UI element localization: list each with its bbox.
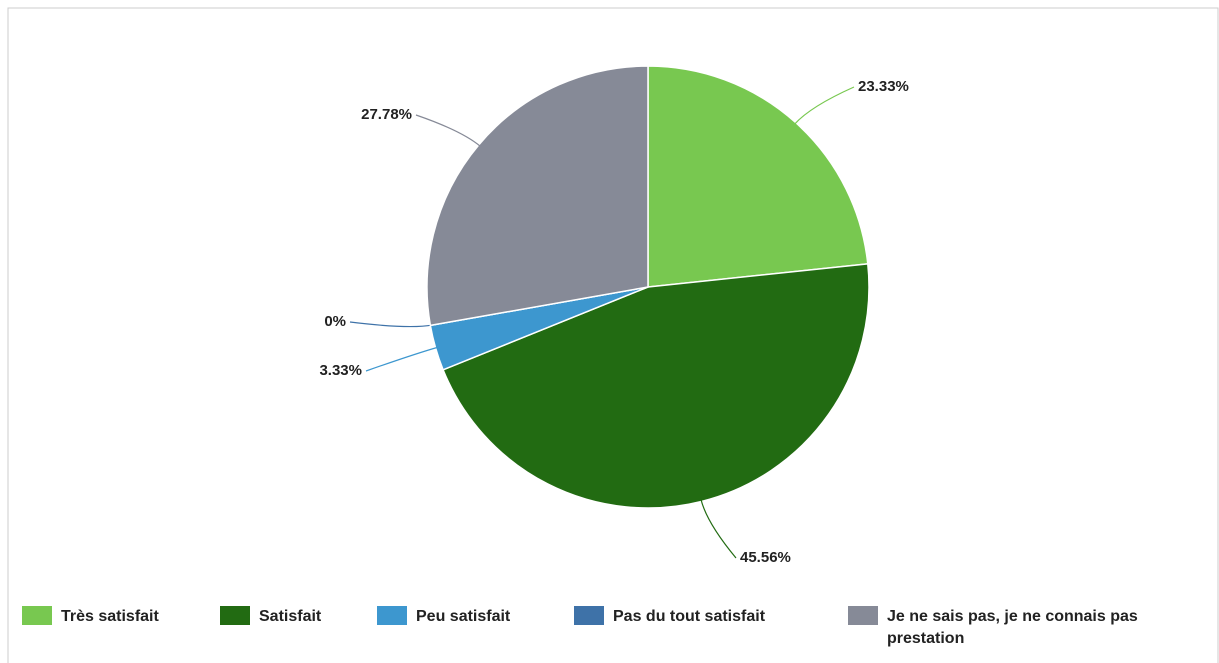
leader-line: [794, 86, 855, 125]
legend-item: Pas du tout satisfait: [574, 606, 765, 628]
legend-label: Pas du tout satisfait: [613, 608, 766, 625]
legend-label: Je ne sais pas, je ne connais pas presta…: [887, 608, 1138, 647]
leader-line: [415, 114, 481, 147]
legend-label: Très satisfait: [61, 608, 159, 625]
leader-line: [700, 499, 737, 559]
data-label: 45.56%: [740, 549, 791, 566]
legend-item: Très satisfait: [22, 606, 159, 628]
frame: [7, 7, 1219, 663]
legend-item: Peu satisfait: [377, 606, 510, 628]
legend: Très satisfait Satisfait Peu satisfait Pas …: [22, 606, 1212, 662]
data-label: 3.33%: [319, 362, 362, 379]
data-label: 23.33%: [858, 78, 909, 95]
pie-slice: [647, 65, 869, 288]
legend-swatch: [377, 606, 407, 625]
pie-slice: [426, 65, 649, 327]
legend-swatch: [848, 606, 878, 625]
legend-label: Peu satisfait: [416, 608, 511, 625]
legend-swatch: [574, 606, 604, 625]
legend-label: Satisfait: [259, 608, 322, 625]
leader-line: [349, 321, 433, 328]
legend-item: Je ne sais pas, je ne connais pas presta…: [848, 606, 1217, 650]
data-label: 0%: [324, 313, 346, 330]
legend-swatch: [220, 606, 250, 625]
legend-item: Satisfait: [220, 606, 321, 628]
leader-line: [365, 346, 438, 372]
data-label: 27.78%: [361, 106, 412, 123]
legend-swatch: [22, 606, 52, 625]
